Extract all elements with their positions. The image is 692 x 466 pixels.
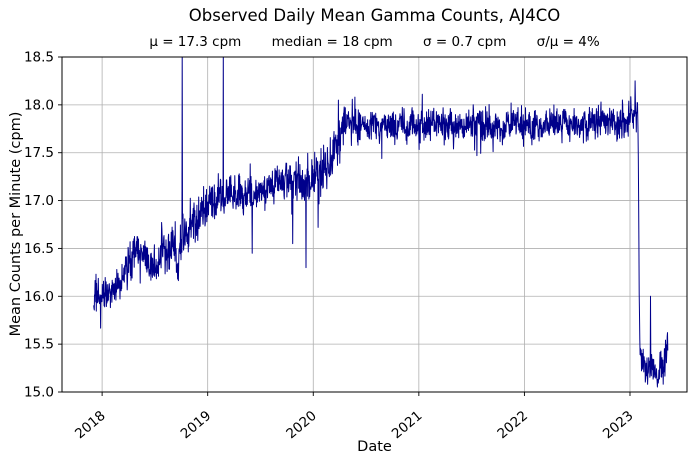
plot-border — [61, 56, 688, 393]
x-tick-label: 2019 — [178, 408, 215, 442]
stat-median: median = 18 cpm — [271, 34, 393, 50]
x-tick-label: 2018 — [72, 408, 109, 442]
y-tick-label: 18.5 — [24, 50, 54, 66]
gamma-counts-series — [93, 57, 669, 388]
y-tick-label: 18.0 — [24, 97, 54, 113]
x-tick-labels: 2018 2019 2020 2021 2022 2023 — [72, 408, 636, 442]
axis-ticks — [58, 56, 631, 396]
y-tick-label: 15.0 — [24, 385, 54, 401]
x-axis-label: Date — [357, 439, 392, 455]
stat-sigma-over-mu: σ/μ = 4% — [536, 34, 600, 50]
y-tick-label: 16.0 — [24, 289, 54, 305]
y-axis-label: Mean Counts per Minute (cpm) — [8, 111, 24, 337]
x-tick-label: 2023 — [600, 408, 637, 442]
x-tick-label: 2021 — [389, 408, 426, 442]
y-tick-labels: 15.0 15.5 16.0 16.5 17.0 17.5 18.0 18.5 — [24, 50, 54, 401]
x-tick-label: 2020 — [283, 408, 320, 442]
chart-title: Observed Daily Mean Gamma Counts, AJ4CO — [188, 6, 561, 25]
y-tick-label: 16.5 — [24, 241, 54, 257]
stat-mu: μ = 17.3 cpm — [149, 34, 242, 50]
gridlines — [62, 57, 687, 392]
y-tick-label: 17.0 — [24, 193, 54, 209]
stat-sigma: σ = 0.7 cpm — [423, 34, 507, 50]
x-tick-label: 2022 — [494, 408, 531, 442]
y-tick-label: 15.5 — [24, 337, 54, 353]
stats-line: μ = 17.3 cpm median = 18 cpm σ = 0.7 cpm… — [62, 34, 687, 51]
y-tick-label: 17.5 — [24, 145, 54, 161]
